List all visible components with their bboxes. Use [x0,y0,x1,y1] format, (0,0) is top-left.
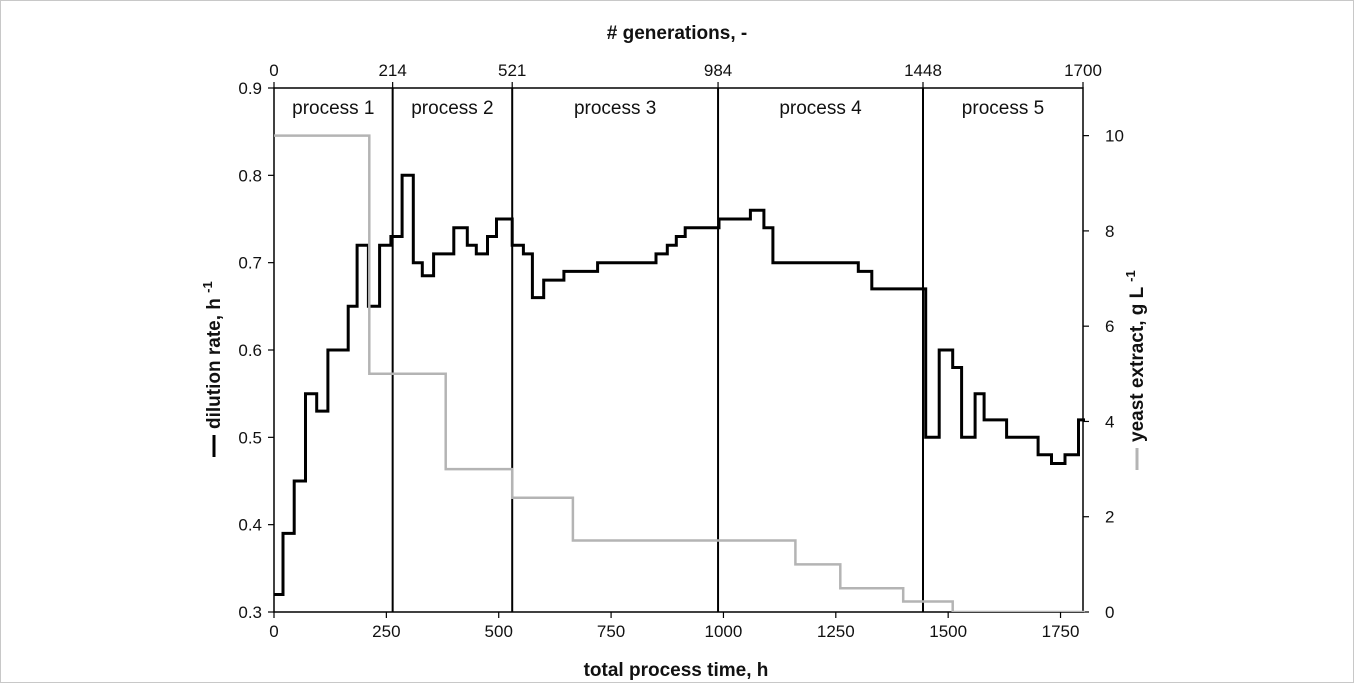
y-left-tick-label: 0.7 [238,254,262,273]
svg-text:dilution rate, h -1: dilution rate, h -1 [200,281,225,429]
y-left-tick-label: 0.8 [238,166,262,185]
x-axis-title: total process time, h [584,660,769,681]
plot-area-border [273,87,1084,613]
y-left-tick-label: 0.5 [238,428,262,447]
process-label: process 5 [962,98,1044,119]
y-right-tick-label: 2 [1105,508,1114,527]
x-tick-label: 1500 [929,622,967,641]
top-axis-tick-label: 984 [704,61,732,80]
right-axis-title-sup: -1 [1123,270,1138,282]
yeast-extract-series-line [274,134,1085,612]
x-tick-label: 0 [269,622,278,641]
svg-text:yeast extract, g L -1: yeast extract, g L -1 [1123,270,1148,442]
y-right-tick-label: 0 [1105,603,1114,622]
left-axis-title-text: dilution rate, h [204,298,225,429]
top-axis-title: # generations, - [607,23,747,44]
top-axis-tick-label: 1700 [1064,61,1102,80]
y-right-tick-label: 6 [1105,317,1114,336]
left-axis-title-sup: -1 [200,281,215,293]
process-label: process 1 [292,98,374,119]
right-axis-title: yeast extract, g L -1 [1123,270,1148,470]
x-tick-label: 500 [485,622,513,641]
top-axis-tick-label: 0 [269,61,278,80]
y-left-tick-label: 0.9 [238,79,262,98]
x-tick-label: 250 [372,622,400,641]
axes-layer [268,82,1089,618]
y-left-tick-label: 0.4 [238,516,262,535]
process-label: process 2 [411,98,493,119]
y-left-tick-label: 0.3 [238,603,262,622]
x-tick-label: 1250 [817,622,855,641]
y-right-tick-label: 4 [1105,412,1114,431]
labels-layer: # generations, - total process time, h d… [200,23,1148,681]
y-right-tick-label: 8 [1105,222,1114,241]
y-right-tick-label: 10 [1105,127,1124,146]
process-label: process 3 [574,98,656,119]
x-tick-label: 1000 [705,622,743,641]
top-axis-tick-label: 1448 [904,61,942,80]
x-tick-label: 1750 [1042,622,1080,641]
process-boundaries [391,88,924,612]
series-layer [274,134,1085,612]
x-tick-label: 750 [597,622,625,641]
y-left-tick-label: 0.6 [238,341,262,360]
top-axis-tick-label: 214 [378,61,406,80]
process-label: process 4 [779,98,862,119]
left-axis-title: dilution rate, h -1 [200,281,225,457]
dilution-rate-series-line [274,173,1085,596]
top-axis-tick-label: 521 [498,61,526,80]
right-axis-title-text: yeast extract, g L [1127,286,1148,442]
